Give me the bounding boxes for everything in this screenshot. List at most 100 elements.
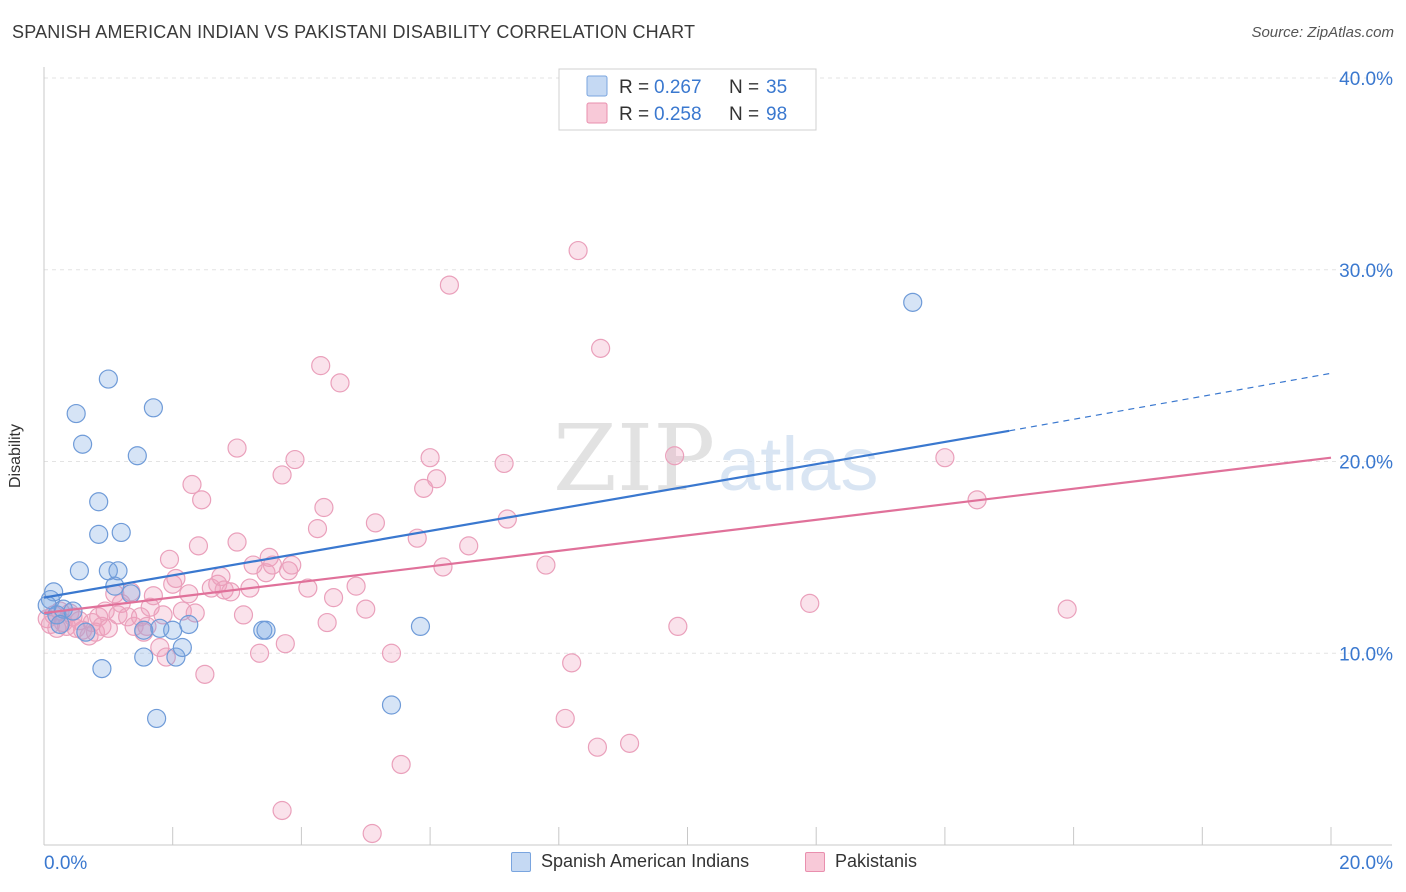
- pakistanis-point: [272, 800, 292, 821]
- legend-n-label-pink: N =: [729, 104, 759, 125]
- pakistanis-point: [282, 555, 302, 575]
- pakistanis-point: [420, 448, 440, 468]
- y-tick-label-30: 30.0%: [1339, 261, 1393, 282]
- pakistanis-point: [192, 490, 212, 510]
- pakistanis-point: [1057, 599, 1077, 619]
- pakistanis-point: [159, 549, 180, 569]
- pakistanis-point: [587, 737, 608, 757]
- pakistanis-point: [439, 275, 460, 295]
- legend-n-value-blue: 35: [766, 77, 787, 98]
- pakistanis-point: [330, 373, 350, 393]
- legend-swatch-blue: [586, 75, 608, 97]
- pakistanis-point: [414, 478, 434, 498]
- spanish-american-indians-point: [134, 620, 154, 640]
- spanish-american-indians-point: [111, 522, 131, 543]
- legend-n-value-pink: 98: [766, 104, 787, 125]
- y-tick-label-20: 20.0%: [1339, 453, 1393, 474]
- pakistanis-point: [591, 338, 611, 358]
- pakistanis-point: [426, 469, 447, 489]
- pakistanis-point: [188, 536, 209, 556]
- pakistanis-point: [494, 453, 514, 474]
- spanish-american-indians-points: [37, 292, 923, 729]
- chart-title: SPANISH AMERICAN INDIAN VS PAKISTANI DIS…: [12, 22, 696, 42]
- axes: [43, 67, 1392, 846]
- pakistanis-point: [311, 356, 331, 376]
- tick-labels: 10.0% 20.0% 30.0% 40.0% 0.0% 20.0%: [44, 69, 1393, 874]
- trend-line-spanish-american-indians-extension: [1009, 372, 1332, 432]
- spanish-american-indians-point: [179, 614, 199, 635]
- legend-bottom: Spanish American Indians Pakistanis: [0, 851, 1406, 879]
- pakistanis-point: [568, 240, 588, 261]
- legend-r-value-blue: 0.267: [654, 77, 702, 98]
- trend-lines: [43, 372, 1332, 615]
- spanish-american-indians-point: [147, 708, 167, 729]
- legend-label-pakistanis: Pakistanis: [835, 851, 918, 871]
- spanish-american-indians-point: [98, 369, 118, 389]
- pakistanis-point: [275, 634, 295, 654]
- pakistanis-point: [227, 532, 247, 552]
- spanish-american-indians-point: [73, 434, 93, 454]
- pakistanis-point: [143, 586, 163, 606]
- spanish-american-indians-point: [76, 622, 96, 642]
- legend-r-label-blue: R =: [619, 77, 649, 98]
- pakistanis-point: [555, 708, 575, 729]
- pakistanis-point: [935, 448, 955, 468]
- spanish-american-indians-point: [381, 695, 402, 715]
- y-tick-label-40: 40.0%: [1339, 69, 1393, 90]
- pakistanis-point: [619, 733, 640, 753]
- pakistanis-point: [278, 561, 299, 581]
- pakistanis-point: [150, 637, 170, 658]
- legend-top: R = 0.267 N = 35 R = 0.258 N = 98: [558, 68, 817, 131]
- x-tick-label-0: 0.0%: [44, 853, 87, 874]
- watermark-atlas: atlas: [718, 422, 879, 507]
- pakistanis-point: [665, 446, 685, 466]
- x-tick-label-20: 20.0%: [1339, 853, 1393, 874]
- legend-swatch-pakistanis: [805, 851, 825, 872]
- legend-r-label-pink: R =: [619, 104, 649, 125]
- pakistanis-point: [562, 653, 582, 673]
- spanish-american-indians-point: [166, 647, 186, 667]
- spanish-american-indians-point: [163, 620, 183, 640]
- pakistanis-point: [365, 513, 386, 533]
- spanish-american-indians-point: [66, 403, 86, 424]
- legend-item-spanish-american-indians[interactable]: Spanish American Indians: [511, 851, 749, 872]
- pakistanis-point: [166, 568, 186, 589]
- pakistanis-point: [433, 557, 453, 577]
- pakistanis-point: [108, 605, 128, 625]
- pakistanis-point: [800, 593, 820, 613]
- spanish-american-indians-point: [50, 614, 70, 635]
- pakistanis-point: [98, 618, 118, 638]
- watermark: ZIP atlas: [553, 405, 879, 512]
- pakistanis-point: [195, 664, 215, 684]
- spanish-american-indians-point: [89, 524, 109, 544]
- pakistanis-point: [185, 603, 205, 623]
- pakistanis-point: [182, 474, 202, 495]
- spanish-american-indians-point: [108, 561, 128, 581]
- pakistanis-point: [307, 519, 328, 539]
- pakistanis-point: [298, 578, 318, 598]
- pakistanis-point: [391, 754, 411, 775]
- legend-r-value-pink: 0.258: [654, 104, 702, 125]
- trend-line-pakistanis: [43, 456, 1332, 615]
- pakistanis-point: [323, 588, 344, 608]
- pakistanis-point: [668, 616, 688, 637]
- legend-swatch-spanish-american-indians: [511, 851, 531, 872]
- spanish-american-indians-point: [256, 620, 276, 640]
- pakistanis-point: [156, 647, 176, 667]
- spanish-american-indians-point: [172, 637, 192, 658]
- legend-item-pakistanis[interactable]: Pakistanis: [805, 851, 917, 872]
- spanish-american-indians-point: [69, 561, 89, 581]
- pakistanis-point: [272, 465, 292, 485]
- pakistanis-point: [256, 563, 276, 583]
- chart-source: Source: ZipAtlas.com: [1251, 24, 1394, 41]
- pakistanis-point: [459, 536, 479, 556]
- legend-label-spanish-american-indians: Spanish American Indians: [541, 851, 750, 871]
- pakistanis-point: [317, 612, 337, 633]
- trend-line-spanish-american-indians: [43, 429, 1010, 599]
- spanish-american-indians-point: [903, 292, 923, 312]
- watermark-zip: ZIP: [553, 405, 715, 512]
- spanish-american-indians-point: [89, 492, 109, 512]
- spanish-american-indians-point: [134, 647, 154, 667]
- pakistanis-point: [362, 823, 382, 844]
- pakistanis-point: [536, 555, 556, 575]
